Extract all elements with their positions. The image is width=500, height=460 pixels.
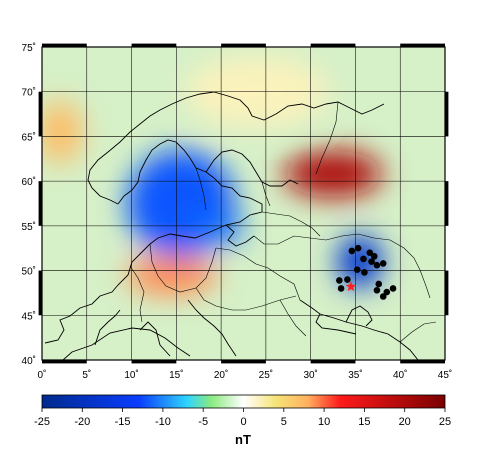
colorbar-tick-label: -15 (115, 416, 131, 428)
frame-bar (310, 43, 356, 47)
station-dot (360, 255, 367, 263)
latitude-tick-label: 45˚ (22, 310, 36, 322)
station-dot (375, 280, 383, 288)
frame-bar (38, 270, 42, 316)
station-dot (336, 277, 343, 284)
station-dot (368, 258, 375, 265)
station-dot (370, 252, 378, 260)
frame-bar (445, 181, 449, 226)
anomaly-blob (283, 150, 383, 198)
station-dot (379, 260, 387, 267)
anomaly-blob (127, 255, 217, 295)
anomaly-blob (189, 216, 244, 245)
anomaly-blob (42, 100, 83, 164)
frame-bar (221, 43, 266, 47)
colorbar-tick-label: -25 (34, 416, 50, 428)
station-dot (353, 266, 361, 273)
station-markers (336, 244, 397, 300)
colorbar-ticks: -25 -20 -15 -10 -5 0 5 10 15 20 25 (34, 408, 451, 428)
colorbar-tick-label: 0 (240, 416, 246, 428)
latitude-tick-label: 75˚ (22, 42, 36, 54)
station-dot (337, 285, 345, 292)
latitude-tick-label: 40˚ (22, 355, 36, 367)
station-dot (354, 244, 362, 252)
latitude-tick-label: 55˚ (22, 221, 36, 233)
station-dot (366, 249, 374, 256)
frame-bar (131, 360, 177, 364)
station-dot (373, 286, 381, 294)
map-frame (38, 43, 449, 364)
colorbar-tick-label: 25 (439, 416, 451, 428)
frame-bar (310, 360, 356, 364)
station-dot (379, 293, 387, 300)
graticule (42, 47, 445, 360)
latitude-tick-label: 70˚ (22, 87, 36, 99)
latitude-tick-label: 50˚ (22, 266, 36, 278)
frame-bar (445, 270, 449, 316)
colorbar (41, 394, 446, 409)
colorbar-tick-label: 15 (358, 416, 370, 428)
frame-bar (42, 43, 87, 47)
frame-bar (131, 43, 177, 47)
frame-bar (400, 43, 445, 47)
colorbar-tick-label: 5 (281, 416, 287, 428)
latitude-labels: 40˚ 45˚ 50˚ 55˚ 60˚ 65˚ 70˚ 75˚ (22, 42, 36, 367)
latitude-tick-label: 60˚ (22, 176, 36, 188)
frame-bar (445, 91, 449, 137)
station-dot (389, 285, 397, 292)
epicenter-marker (345, 281, 357, 292)
coastlines (44, 91, 419, 360)
frame-bar (38, 91, 42, 137)
frame-bar (42, 360, 87, 364)
station-dot (383, 288, 391, 296)
longitude-tick-label: 25˚ (259, 369, 273, 381)
epicenter-star (345, 281, 357, 292)
station-dot (361, 269, 368, 276)
colorbar-tick-label: 20 (399, 416, 411, 428)
longitude-tick-label: 5˚ (82, 369, 91, 381)
colorbar-tick-label: -5 (198, 416, 208, 428)
station-dot (348, 247, 356, 255)
longitude-tick-label: 0˚ (38, 369, 47, 381)
longitude-tick-label: 40˚ (393, 369, 407, 381)
colorbar-tick-label: -20 (74, 416, 90, 428)
station-dot (344, 276, 351, 283)
longitude-tick-label: 45˚ (438, 369, 452, 381)
station-dot (373, 261, 381, 269)
colorbar-tick-label: -10 (155, 416, 171, 428)
frame-bar (38, 181, 42, 226)
longitude-tick-label: 35˚ (348, 369, 362, 381)
longitude-tick-label: 30˚ (303, 369, 317, 381)
colorbar-tick-label: 10 (318, 416, 330, 428)
country-borders (129, 101, 437, 343)
longitude-labels: 0˚ 5˚ 10˚ 15˚ 20˚ 25˚ 30˚ 35˚ 40˚ 45˚ (38, 369, 453, 381)
anomaly-blob (337, 234, 383, 289)
longitude-tick-label: 15˚ (169, 369, 183, 381)
frame-bar (221, 360, 266, 364)
latitude-tick-label: 65˚ (22, 131, 36, 143)
colorbar-unit-label: nT (235, 432, 251, 447)
longitude-tick-label: 10˚ (124, 369, 138, 381)
longitude-tick-label: 20˚ (214, 369, 228, 381)
frame-bar (400, 360, 445, 364)
